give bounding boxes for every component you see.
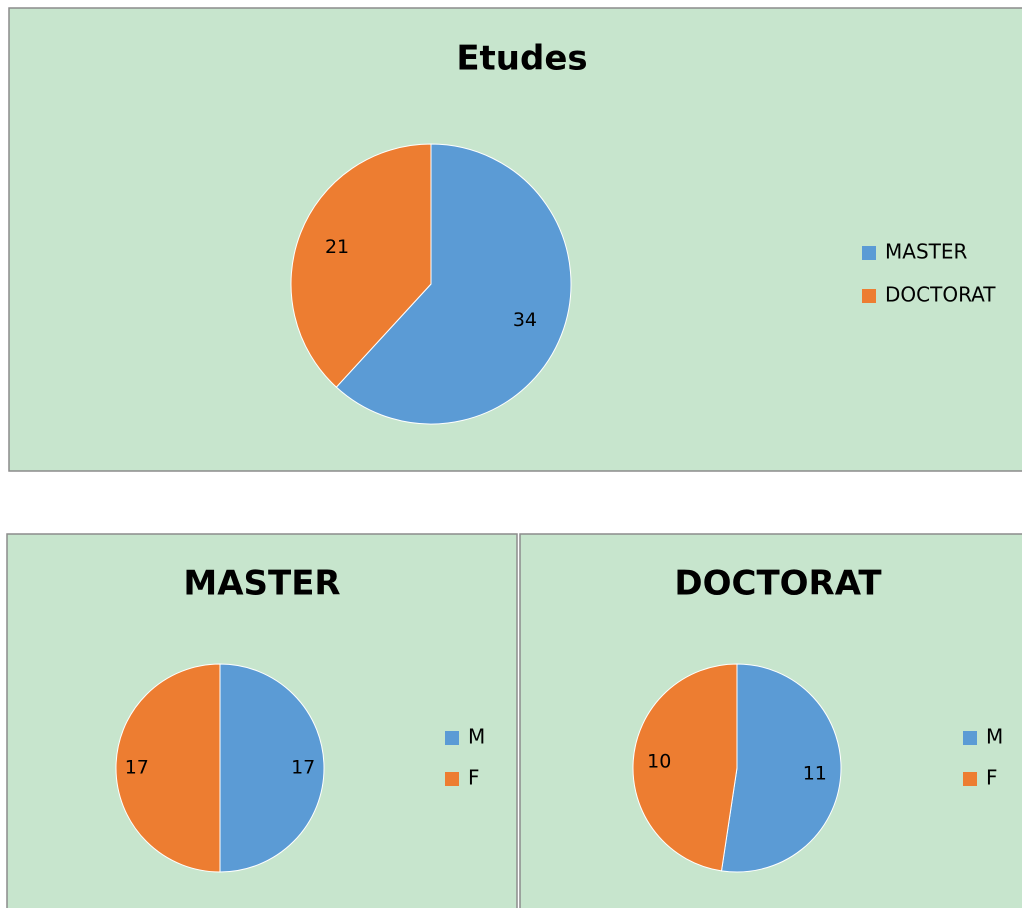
pie-slice [290, 143, 432, 388]
legend-swatch [862, 289, 876, 303]
pie-slice [115, 663, 221, 873]
legend-swatch [445, 772, 459, 786]
data-label: 34 [513, 309, 537, 331]
pie-slice [632, 663, 738, 872]
legend-label: F [986, 766, 998, 790]
legend-swatch [963, 731, 977, 745]
data-label: 17 [291, 757, 315, 779]
legend-label: M [986, 725, 1003, 749]
legend-label: MASTER [885, 240, 967, 264]
legend-swatch [862, 246, 876, 260]
pie-slice [219, 663, 325, 873]
chart-title: MASTER [183, 564, 340, 604]
pie-slice [335, 143, 572, 425]
data-label: 17 [125, 757, 149, 779]
legend-label: M [468, 725, 485, 749]
data-label: 10 [647, 751, 671, 773]
chart-title: Etudes [456, 39, 587, 79]
chart-title: DOCTORAT [674, 564, 882, 604]
legend-swatch [445, 731, 459, 745]
legend-swatch [963, 772, 977, 786]
legend-label: F [468, 766, 480, 790]
data-label: 21 [325, 236, 349, 258]
legend-label: DOCTORAT [885, 283, 996, 307]
pie-slice [720, 663, 842, 873]
data-label: 11 [803, 762, 827, 784]
